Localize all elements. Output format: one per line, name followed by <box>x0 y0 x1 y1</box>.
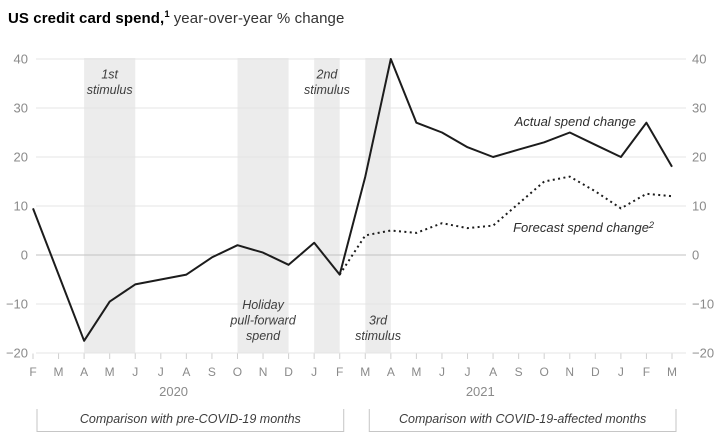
month-label: S <box>208 365 216 379</box>
y-tick-label-left: 30 <box>14 101 28 116</box>
y-tick-label-right: 30 <box>692 101 706 116</box>
y-tick-label-left: 40 <box>14 52 28 67</box>
actual-spend-line <box>32 58 673 342</box>
month-label: N <box>565 365 574 379</box>
actual-line-label: Actual spend change <box>514 114 636 129</box>
month-label: F <box>336 365 343 379</box>
band-annotation: pull-forward <box>229 314 296 328</box>
y-tick-label-right: 0 <box>692 248 699 263</box>
month-label: M <box>105 365 115 379</box>
month-label: S <box>515 365 523 379</box>
bracket-label: Comparison with COVID-19-affected months <box>399 412 646 426</box>
month-label: O <box>233 365 242 379</box>
month-label: J <box>439 365 445 379</box>
y-tick-label-right: 10 <box>692 199 706 214</box>
forecast-line-label: Forecast spend change2 <box>513 220 654 235</box>
month-label: A <box>387 365 395 379</box>
band-annotation: stimulus <box>87 83 133 97</box>
chart-title-main: US credit card spend, <box>8 10 165 27</box>
chart-title-subtitle: year-over-year % change <box>173 10 345 27</box>
y-tick-label-right: −20 <box>692 346 714 361</box>
band-annotation: 3rd <box>369 314 388 328</box>
band-annotation: 1st <box>101 68 118 82</box>
y-tick-label-right: 40 <box>692 52 706 67</box>
y-tick-label-left: 20 <box>14 150 28 165</box>
y-tick-label-right: 20 <box>692 150 706 165</box>
year-label: 2020 <box>159 384 188 399</box>
month-label: M <box>360 365 370 379</box>
month-label: J <box>132 365 138 379</box>
y-tick-label-left: −20 <box>6 346 28 361</box>
month-label: M <box>411 365 421 379</box>
month-label: F <box>29 365 36 379</box>
y-tick-label-left: 10 <box>14 199 28 214</box>
month-label: J <box>311 365 317 379</box>
month-label: M <box>54 365 64 379</box>
comparison-bracket <box>368 409 677 432</box>
band-annotation: Holiday <box>242 298 284 312</box>
month-label: O <box>540 365 549 379</box>
month-label: J <box>618 365 624 379</box>
month-label: D <box>591 365 600 379</box>
month-label: M <box>667 365 677 379</box>
month-label: A <box>80 365 88 379</box>
chart-title-footnote-marker: 1 <box>164 9 170 20</box>
y-tick-label-left: 0 <box>21 248 28 263</box>
forecast-spend-line <box>338 175 673 276</box>
band-annotation: stimulus <box>355 329 401 343</box>
bracket-label: Comparison with pre-COVID-19 months <box>80 412 301 426</box>
month-label: A <box>182 365 190 379</box>
chart-title: US credit card spend,1 year-over-year % c… <box>8 9 344 27</box>
y-tick-label-right: −10 <box>692 297 714 312</box>
month-label: N <box>259 365 268 379</box>
band-annotation: spend <box>246 329 281 343</box>
band-annotation: stimulus <box>304 83 350 97</box>
comparison-bracket <box>36 409 345 432</box>
year-label: 2021 <box>466 384 495 399</box>
month-label: F <box>643 365 650 379</box>
month-label: A <box>489 365 497 379</box>
month-label: D <box>284 365 293 379</box>
month-label: J <box>158 365 164 379</box>
band-annotation: 2nd <box>316 68 339 82</box>
month-label: J <box>465 365 471 379</box>
y-tick-label-left: −10 <box>6 297 28 312</box>
